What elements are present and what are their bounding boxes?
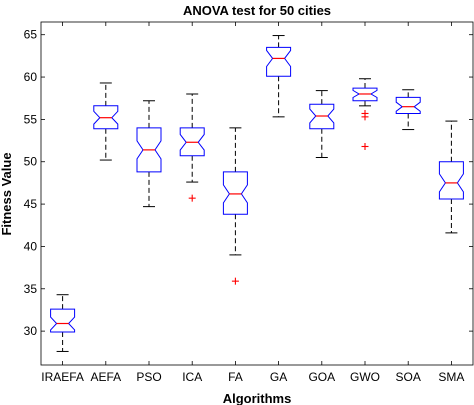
y-axis: 30 35 40 45 50 55 60 65 xyxy=(24,28,473,338)
box-iraefa xyxy=(50,294,76,352)
y-tick-label: 35 xyxy=(24,282,38,296)
y-tick-label: 50 xyxy=(24,155,38,169)
box-aefa xyxy=(93,82,119,161)
y-tick-label: 40 xyxy=(24,239,38,253)
plot-area xyxy=(50,35,464,352)
x-tick-label: GA xyxy=(270,370,287,384)
outlier-marker xyxy=(231,277,239,285)
x-tick-label: GWO xyxy=(350,370,380,384)
y-tick-label: 30 xyxy=(24,324,38,338)
x-tick-label: FA xyxy=(228,370,243,384)
box-gwo xyxy=(352,78,378,150)
box-fa xyxy=(222,127,248,285)
box-body xyxy=(50,308,76,333)
box-pso xyxy=(136,100,162,208)
box-body xyxy=(222,171,248,215)
x-tick-label: IRAEFA xyxy=(41,370,84,384)
box-goa xyxy=(309,90,335,159)
box-sma xyxy=(438,120,464,234)
x-axis-label: Algorithms xyxy=(223,391,292,405)
y-tick-label: 45 xyxy=(24,197,38,211)
box-ga xyxy=(266,35,292,118)
box-soa xyxy=(395,89,421,131)
x-tick-label: ICA xyxy=(182,370,202,384)
box-ica xyxy=(179,93,205,202)
box-body xyxy=(266,46,292,77)
plot-frame xyxy=(40,21,474,366)
box-body xyxy=(395,96,421,114)
outlier-marker xyxy=(188,194,196,202)
y-axis-label: Fitness Value xyxy=(0,152,14,235)
outlier-marker xyxy=(361,142,369,150)
y-tick-label: 55 xyxy=(24,112,38,126)
box-body xyxy=(438,161,464,200)
chart-title: ANOVA test for 50 cities xyxy=(183,3,331,18)
x-tick-label: SMA xyxy=(438,370,464,384)
x-tick-label: GOA xyxy=(308,370,335,384)
y-tick-label: 60 xyxy=(24,70,38,84)
y-tick-label: 65 xyxy=(24,28,38,42)
x-tick-label: SOA xyxy=(396,370,421,384)
outlier-marker xyxy=(361,113,369,121)
x-tick-label: AEFA xyxy=(90,370,121,384)
x-axis: IRAEFA AEFA PSO ICA FA GA GOA GWO SOA SMA xyxy=(41,22,464,384)
x-tick-label: PSO xyxy=(136,370,161,384)
